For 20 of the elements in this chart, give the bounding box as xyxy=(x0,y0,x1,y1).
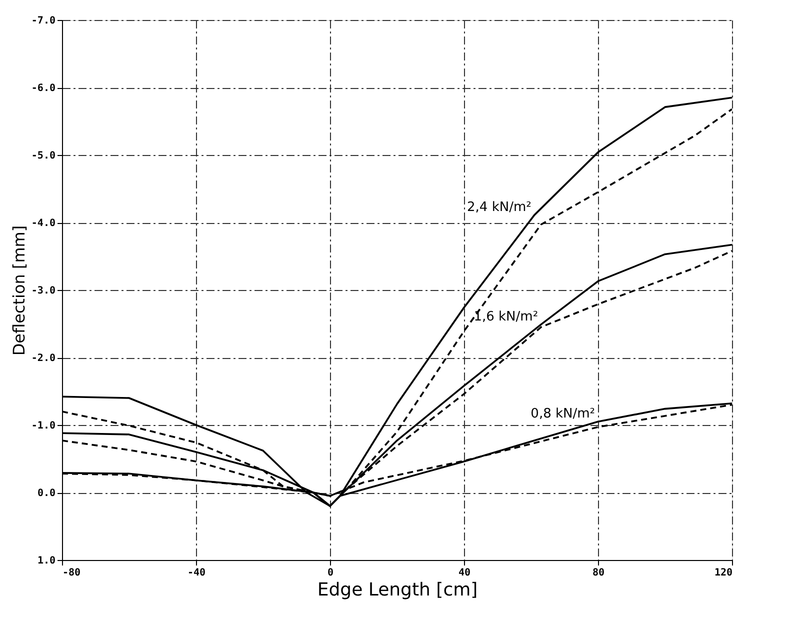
x-tick-label: 120 xyxy=(714,568,732,578)
x-axis-title: Edge Length [cm] xyxy=(317,580,478,600)
y-axis-title: Deflection [mm] xyxy=(9,225,28,356)
y-tick-label: -5.0 xyxy=(31,150,56,162)
y-tick-label: 0.0 xyxy=(37,488,56,499)
y-tick-label: -1.0 xyxy=(31,420,56,432)
x-tick-label: -40 xyxy=(187,568,206,578)
x-tick-label: 40 xyxy=(458,568,471,578)
series-label: 0,8 kN/m² xyxy=(530,406,595,422)
x-tick-label: 80 xyxy=(592,568,605,578)
y-tick-label: -2.0 xyxy=(31,353,56,364)
y-tick-label: 1.0 xyxy=(37,556,56,566)
x-tick-label: 0 xyxy=(327,568,334,578)
series-label: 1,6 kN/m² xyxy=(474,309,538,324)
y-tick-label: -3.0 xyxy=(31,286,56,296)
y-tick-label: -7.0 xyxy=(31,16,56,26)
x-tick-label: -80 xyxy=(62,568,81,578)
y-tick-label: -6.0 xyxy=(31,83,56,94)
series-label: 2,4 kN/m² xyxy=(467,200,532,216)
y-tick-label: -4.0 xyxy=(31,218,56,229)
